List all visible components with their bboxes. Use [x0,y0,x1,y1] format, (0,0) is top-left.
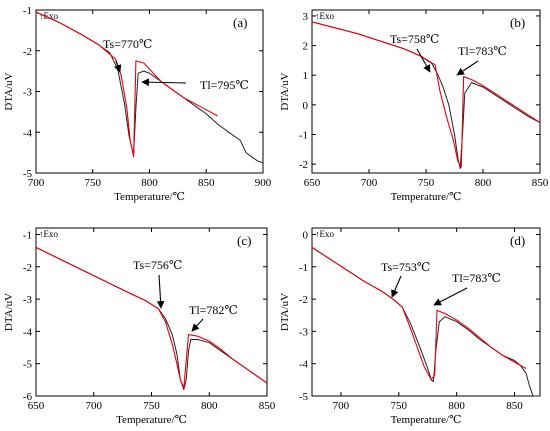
panel-label: (b) [510,15,525,30]
x-axis-label: Temperature/℃ [391,191,462,203]
y-tick-label: -5 [299,391,309,403]
y-tick-label: 0 [303,229,309,241]
x-tick-label: 750 [85,177,102,189]
x-tick-label: 850 [259,400,276,412]
annotation-arrow [456,60,479,76]
y-axis-label: DTA/uV [279,72,291,110]
fitted-curve [311,21,541,168]
y-tick-label: 2 [303,41,309,53]
annotation-arrow [391,275,402,298]
annotation-label: Ts=756℃ [133,258,182,272]
y-tick-label: 0 [303,100,309,112]
x-tick-label: 850 [198,177,215,189]
exo-label: ↑Exo [315,11,334,21]
exo-label: ↑Exo [315,229,334,239]
y-axis-label: DTA/uV [3,72,15,110]
annotation-arrow [416,48,431,73]
fitted-curve [35,246,268,389]
x-tick-label: 700 [333,400,350,412]
panel-label: (c) [237,233,251,248]
x-tick-label: 750 [143,400,160,412]
y-tick-label: -3 [23,87,33,99]
x-tick-label: 750 [391,400,408,412]
annotation-arrow [191,318,204,332]
panel-d: 700 750 800 850 -5 -4 -3 -2 -1 0 Temperature/℃ DTA/… [279,227,541,426]
exo-label: ↑Exo [39,11,58,21]
x-tick-label: 800 [141,177,158,189]
x-tick-label: 800 [448,400,465,412]
y-tick-label: -4 [299,359,309,371]
x-tick-label: 750 [418,177,435,189]
y-tick-label: -4 [23,326,33,338]
x-tick-label: 800 [201,400,218,412]
annotation-arrow [156,274,165,309]
y-axis-label: DTA/uV [3,293,15,331]
annotation-label: Ts=770℃ [103,37,152,51]
plot-frame [311,227,541,397]
panel-a: 700 750 800 850 900 -5 -4 -3 -2 -1 Temperature/℃ DT… [3,5,272,203]
y-tick-label: -1 [299,129,308,141]
y-tick-label: -1 [23,5,32,17]
x-tick-label: 700 [28,177,45,189]
x-tick-label: 650 [28,400,45,412]
y-tick-label: -3 [299,326,309,338]
y-tick-label: -2 [23,46,32,58]
x-axis-label: Temperature/℃ [116,414,187,426]
annotation-label: Ts=758℃ [390,32,439,46]
y-tick-label: -2 [299,159,308,171]
annotation-arrow [141,78,187,87]
x-tick-label: 800 [475,177,492,189]
x-axis-label: Temperature/℃ [391,414,462,426]
measured-curve [35,11,264,164]
fitted-curve [35,11,218,158]
annotation-arrow [433,287,468,306]
y-tick-label: -5 [23,168,33,180]
y-tick-label: -1 [299,262,308,274]
y-tick-label: -5 [23,359,33,371]
x-tick-label: 650 [304,177,321,189]
x-tick-label: 850 [506,400,523,412]
y-tick-label: -3 [23,294,33,306]
annotation-label: Tl=783℃ [452,271,501,285]
annotation-label: Tl=795℃ [200,78,249,92]
annotation-arrow [114,60,122,73]
y-tick-label: -1 [23,229,32,241]
exo-label: ↑Exo [39,229,58,239]
y-tick-label: 3 [303,11,309,23]
y-tick-label: -6 [23,391,33,403]
panel-b: 650 700 750 800 850 -2 -1 0 1 2 3 Temperature/℃ DTA/… [279,9,549,203]
x-tick-label: 700 [361,177,378,189]
fitted-curve [311,246,527,381]
y-tick-label: -4 [23,127,33,139]
y-tick-label: -2 [299,294,308,306]
x-tick-label: 700 [86,400,103,412]
y-tick-label: -2 [23,262,32,274]
annotation-label: Ts=753℃ [381,260,430,274]
x-tick-label: 900 [255,177,272,189]
y-axis-label: DTA/uV [279,293,291,331]
annotation-label: Tl=783℃ [458,44,507,58]
annotation-label: Tl=782℃ [189,303,238,317]
y-tick-label: 1 [303,70,309,82]
x-axis-label: Temperature/℃ [114,191,185,203]
panel-c: 650 700 750 800 850 -6 -5 -4 -3 -2 -1 Temperature/℃… [3,227,276,426]
panel-label: (d) [510,233,525,248]
x-tick-label: 850 [532,177,549,189]
panel-label: (a) [233,15,247,30]
